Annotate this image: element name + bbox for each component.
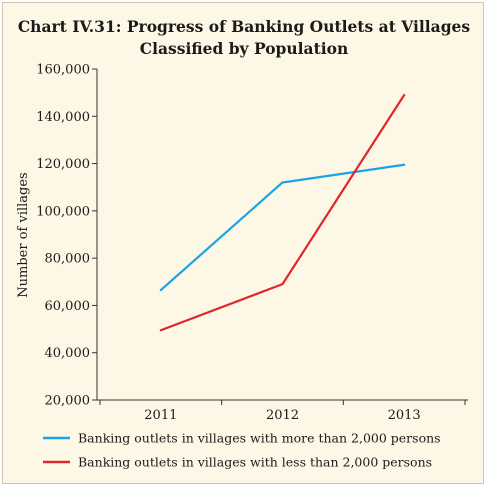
y-tick-label: 120,000: [36, 157, 90, 172]
chart-frame: Chart IV.31: Progress of Banking Outlets…: [2, 2, 484, 484]
series-line-2: [159, 93, 406, 332]
y-tick-label: 160,000: [36, 63, 90, 78]
y-tick-label: 20,000: [45, 394, 91, 409]
axes: [96, 69, 468, 401]
y-tick-label: 80,000: [45, 252, 91, 267]
y-axis-ticks: 20,000 40,000 60,000 80,000 100,000 120,000 14…: [36, 63, 97, 409]
y-tick-label: 100,000: [36, 204, 90, 219]
legend-label: Banking outlets in villages with less th…: [78, 455, 432, 470]
series-lines: [159, 93, 406, 332]
chart-title: Chart IV.31: Progress of Banking Outlets…: [3, 16, 485, 60]
x-tick-label: 2012: [266, 408, 299, 423]
x-tick-label: 2011: [144, 408, 177, 423]
x-axis-ticks: 2011 2012 2013: [99, 400, 466, 423]
chart-title-line-1: Chart IV.31: Progress of Banking Outlets…: [17, 17, 471, 36]
y-tick-label: 60,000: [45, 299, 91, 314]
series-line-1: [159, 163, 406, 292]
legend-label: Banking outlets in villages with more th…: [78, 431, 441, 446]
y-axis-title: Number of villages: [16, 172, 31, 297]
chart-title-line-2: Classified by Population: [139, 39, 349, 58]
legend: Banking outlets in villages with more th…: [43, 431, 441, 470]
y-tick-label: 40,000: [45, 346, 91, 361]
y-tick-label: 140,000: [36, 110, 90, 125]
x-tick-label: 2013: [388, 408, 421, 423]
